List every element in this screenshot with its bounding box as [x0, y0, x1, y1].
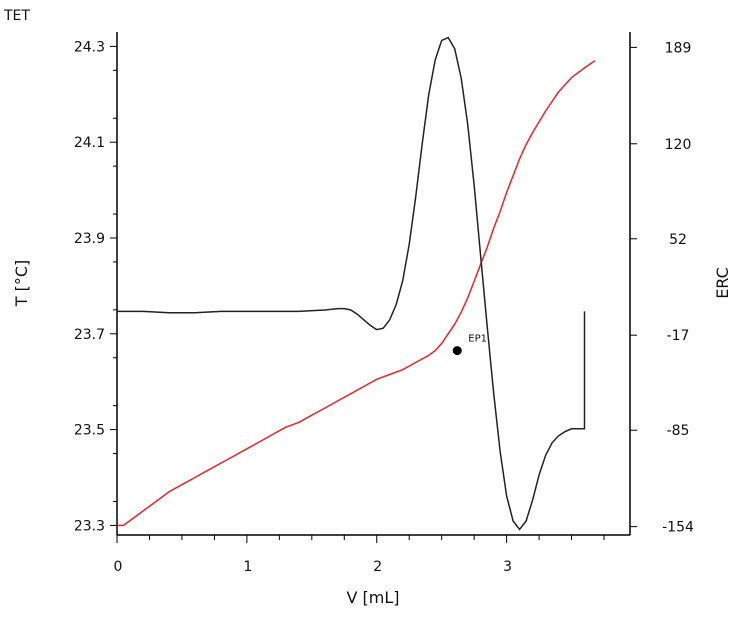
y-right-tick-label: -85 — [667, 423, 690, 439]
y-left-tick-label: 23.3 — [74, 518, 105, 534]
y-left-tick-label: 24.1 — [74, 135, 105, 151]
ticks — [110, 45, 637, 543]
endpoint-marker — [452, 346, 462, 356]
y-left-axis-label: T [°C] — [12, 260, 31, 308]
axes — [116, 32, 631, 536]
y-left-tick-label: 23.5 — [74, 423, 105, 439]
x-tick-label: 3 — [503, 559, 512, 575]
y-left-tick-label: 23.7 — [74, 327, 105, 343]
y-right-tick-label: -154 — [662, 520, 694, 536]
y-left-tick-label: 23.9 — [74, 231, 105, 247]
tick-labels: 0 1 2 3 23.3 23.5 23.7 23.9 24.1 24.3 189 120 52 -17 -… — [74, 39, 694, 575]
x-tick-label: 2 — [373, 559, 382, 575]
endpoint-label: EP1 — [468, 334, 487, 345]
series-line-temperature — [117, 60, 596, 527]
x-axis-label: V [mL] — [346, 588, 399, 607]
y-right-tick-label: 120 — [665, 137, 692, 153]
corner-label: TET — [3, 8, 30, 24]
x-tick-label: 0 — [114, 559, 123, 575]
series-line-erc — [117, 36, 586, 531]
y-right-tick-label: 189 — [665, 40, 692, 56]
y-left-tick-label: 24.3 — [74, 39, 105, 55]
y-right-tick-label: 52 — [669, 232, 687, 248]
y-right-axis-label: ERC — [713, 267, 732, 299]
y-right-tick-label: -17 — [667, 328, 690, 344]
x-tick-label: 1 — [243, 559, 252, 575]
